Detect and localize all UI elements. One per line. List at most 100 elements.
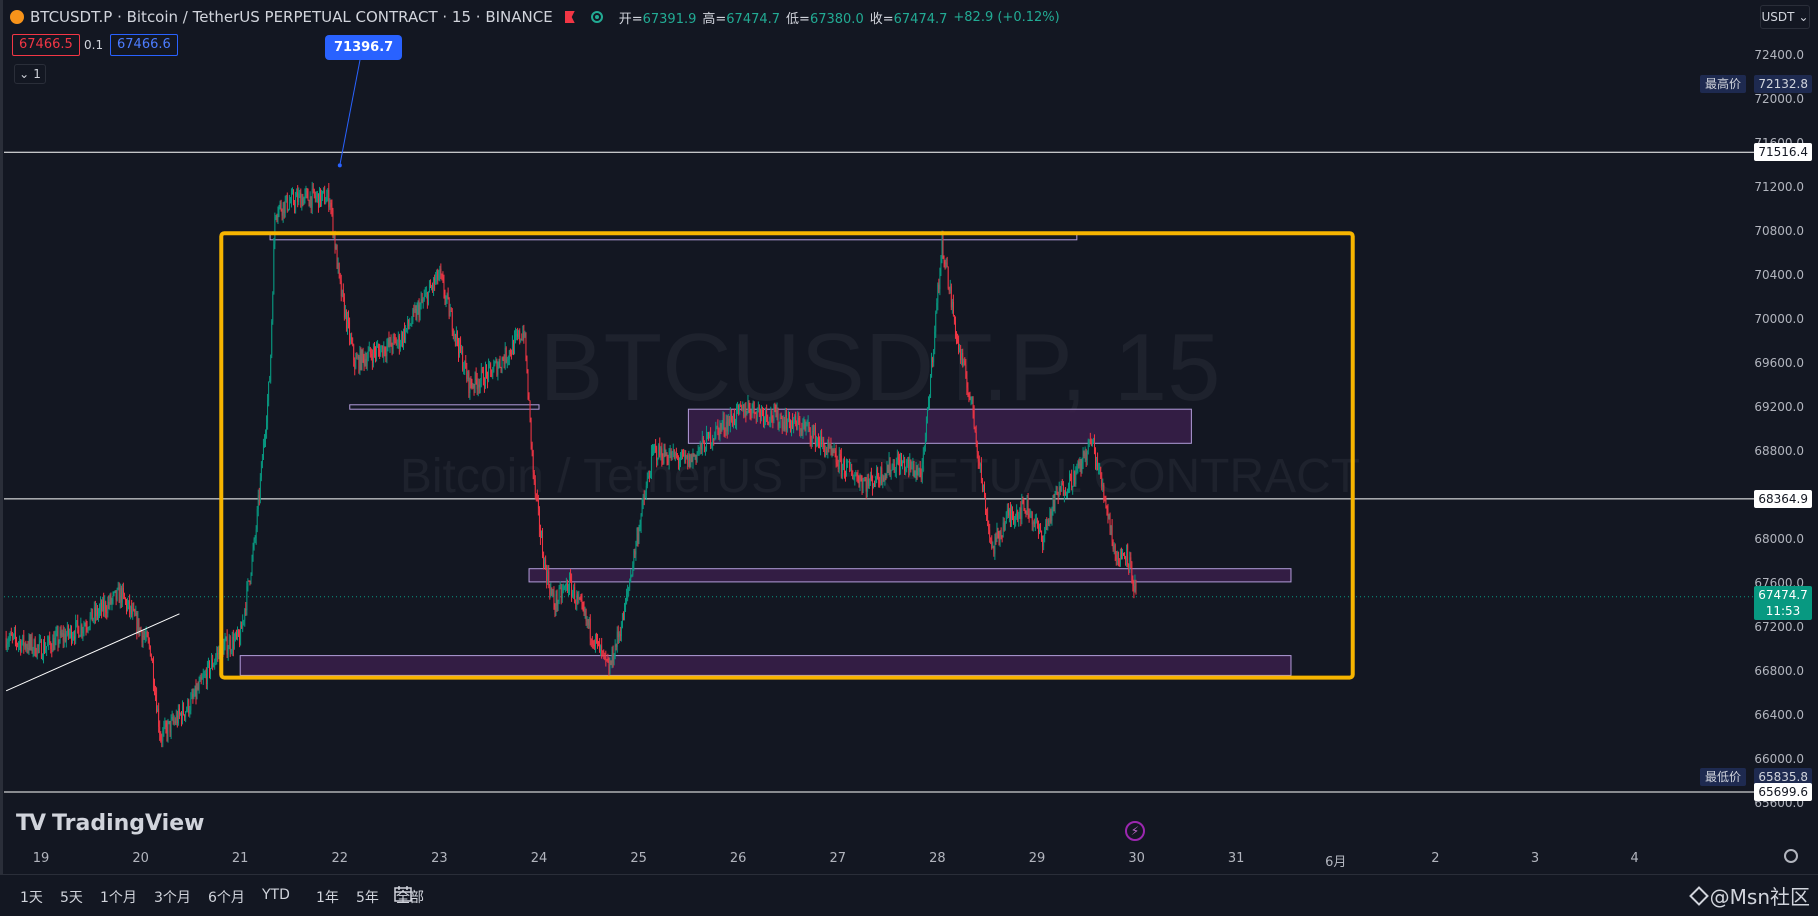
candle-body [432,286,433,289]
candle-body [801,429,803,433]
candle-body [46,646,48,649]
candle-body [1009,509,1010,516]
candle-body [347,316,348,329]
candle-body [229,639,231,652]
price-axis[interactable]: 72400.072000.071600.071200.070800.070400… [1754,0,1818,870]
range-button-8[interactable]: 全部 [396,890,424,906]
candle-body [960,348,962,360]
y-tick-label: 69200.0 [1754,400,1804,414]
tradingview-logo[interactable]: TV TradingView [16,811,204,836]
price-chart[interactable]: BTCUSDT.P, 15 Bitcoin / TetherUS PERPETUA… [0,0,1818,870]
market-status-icon[interactable] [590,11,603,23]
candle-body [107,601,109,614]
candle-body [901,458,902,465]
flag-icon[interactable] [564,11,575,23]
candle-body [464,360,466,370]
candle-body [596,634,597,640]
candle-body [203,674,205,677]
bottom-toolbar: 1天 5天 1个月 3个月 6个月 YTD 1年 5年 全部 @Msn社区 [0,874,1818,916]
candle-body [1006,509,1008,513]
candle-body [56,631,58,634]
candle-body [59,630,61,642]
candle-body [881,467,883,483]
gear-icon[interactable] [1784,849,1798,863]
candle-body [712,439,714,444]
y-tick-label: 70800.0 [1754,224,1804,238]
candle-body [65,635,67,642]
candle-body [54,637,56,650]
candle-body [749,407,751,415]
candle-body [250,574,252,582]
candle-body [875,482,876,484]
candle-body [706,433,707,452]
range-button-0[interactable]: 1天 [20,890,43,906]
buy-price-button[interactable]: 67466.6 [110,34,178,56]
candle-body [148,640,150,646]
candle-body [892,463,894,465]
range-button-1[interactable]: 5天 [60,890,83,906]
candle-body [756,409,758,420]
candle-body [758,407,760,410]
candle-body [175,715,177,724]
candle-body [153,662,154,685]
candle-body [818,438,819,443]
candle-body [154,684,155,693]
candle-body [63,633,65,641]
candle-body [735,422,736,424]
currency-selector[interactable]: USDT ⌄ [1760,5,1810,29]
candle-body [241,625,243,629]
candle-body [696,452,698,461]
candle-body [1099,467,1101,469]
symbol-title[interactable]: BTCUSDT.P · Bitcoin / TetherUS PERPETUAL… [30,8,553,26]
candle-body [329,202,331,208]
candle-body [102,599,104,612]
candle-body [958,338,959,350]
candle-body [642,497,644,502]
candle-body [785,414,787,430]
range-button-7[interactable]: 5年 [356,890,379,906]
calendar-icon[interactable] [394,885,414,903]
candle-body [826,450,828,452]
range-button-6[interactable]: 1年 [316,890,339,906]
candle-body [868,481,870,487]
candle-body [1131,561,1133,583]
range-button-4[interactable]: 6个月 [208,890,245,906]
candle-body [1083,450,1085,457]
candle-body [737,405,738,407]
candle-body [862,480,864,488]
candle-body [36,645,38,656]
candle-body [1050,511,1052,522]
candle-body [1035,519,1037,522]
candle-body [38,640,40,647]
candle-body [190,698,192,711]
candle-body [134,609,136,616]
candle-body [396,342,398,346]
candle-body [451,311,453,332]
candle-body [245,609,247,611]
range-button-5[interactable]: YTD [262,887,290,903]
candle-body [189,710,191,714]
candle-body [1115,554,1117,560]
candle-body [841,463,843,473]
candle-body [770,410,772,422]
price-annotation-label[interactable]: 71396.7 [325,35,403,60]
collapse-indicators-button[interactable]: ⌄ 1 [14,64,46,84]
range-button-3[interactable]: 3个月 [154,890,191,906]
candle-body [935,312,937,332]
candle-body [539,508,540,530]
sell-price-button[interactable]: 67466.5 [12,34,80,56]
trendline [5,613,180,692]
candle-body [255,529,257,539]
candle-body [27,647,29,651]
lightning-icon[interactable]: ⚡ [1125,821,1145,841]
candle-body [804,423,806,428]
candle-body [588,618,590,626]
candle-body [473,386,475,389]
candle-body [968,396,970,398]
candle-body [599,641,600,653]
candle-body [667,461,669,463]
range-button-2[interactable]: 1个月 [100,890,137,906]
candle-body [118,587,120,603]
candle-body [640,514,642,527]
candle-body [634,551,636,555]
